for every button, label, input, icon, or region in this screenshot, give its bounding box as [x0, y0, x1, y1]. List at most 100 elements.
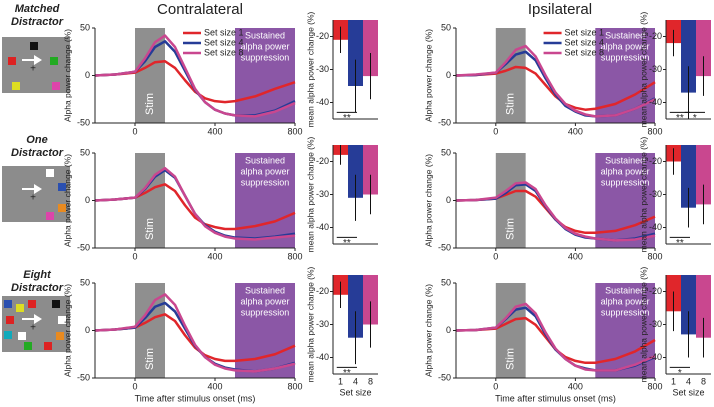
y-tick-label: -30 [649, 64, 662, 74]
y-tick-label: 0 [85, 325, 90, 335]
row-label: Matched [15, 3, 60, 15]
legend-label: Set size 1 [204, 27, 244, 37]
stimulus-square [24, 342, 32, 350]
region-label: Sustained [245, 30, 285, 40]
x-axis-label: Time after stimulus onset (ms) [135, 393, 256, 403]
region-label: Sustained [245, 285, 285, 295]
series-line [94, 183, 296, 231]
x-tick-label: 0 [132, 126, 137, 136]
stimulus-square [52, 300, 60, 308]
x-tick-label: 1 [671, 376, 676, 386]
y-tick-label: 50 [441, 277, 451, 287]
x-tick-label: 0 [132, 381, 137, 391]
region-label: Sustained [605, 30, 645, 40]
y-axis-label: Alpha power change (%) [423, 154, 433, 247]
y-tick-label: -50 [438, 242, 451, 252]
bar [363, 275, 378, 325]
y-axis-label: mean alpha power change (%) [305, 136, 315, 252]
region-label: suppression [241, 177, 290, 187]
y-tick-label: -30 [316, 64, 329, 74]
y-axis-label: Alpha power change (%) [423, 284, 433, 377]
y-tick-label: -50 [77, 372, 90, 382]
y-axis-label: mean alpha power change (%) [305, 11, 315, 127]
y-axis-label: mean alpha power change (%) [638, 266, 648, 382]
region-label: alpha power [240, 296, 289, 306]
y-tick-label: 50 [441, 147, 451, 157]
y-tick-label: -50 [77, 242, 90, 252]
row-label: Eight [23, 269, 52, 281]
region-label: Stim [144, 93, 156, 115]
series-line [94, 293, 296, 373]
fixation-cross: + [30, 323, 36, 334]
stimulus-square [46, 212, 54, 220]
y-tick-label: -20 [649, 31, 662, 41]
y-tick-label: -20 [649, 156, 662, 166]
y-tick-label: 0 [446, 325, 451, 335]
shaded-region [495, 28, 526, 123]
y-tick-label: -40 [316, 352, 329, 362]
y-tick-label: -20 [649, 286, 662, 296]
x-tick-label: 800 [647, 381, 662, 391]
y-tick-label: -20 [316, 156, 329, 166]
series-line [94, 313, 296, 363]
bar [681, 20, 696, 93]
region-label: Stim [144, 218, 156, 240]
region-label: Sustained [605, 155, 645, 165]
region-label: Stim [505, 348, 517, 370]
x-tick-label: 400 [207, 126, 222, 136]
x-tick-label: 0 [493, 381, 498, 391]
x-tick-label: 800 [647, 126, 662, 136]
cue-arrow [22, 55, 42, 65]
significance-label: ** [676, 238, 684, 249]
legend-label: Set size 4 [204, 37, 244, 47]
bar [363, 145, 378, 195]
series-line [455, 181, 656, 242]
y-tick-label: -50 [438, 372, 451, 382]
stimulus-square [30, 42, 38, 50]
bar [363, 20, 378, 77]
series-line [94, 166, 296, 241]
x-axis-label: Time after stimulus onset (ms) [495, 393, 616, 403]
x-tick-label: 400 [207, 251, 222, 261]
x-tick-label: 1 [338, 376, 343, 386]
y-tick-label: -20 [316, 286, 329, 296]
stimulus-square [8, 57, 16, 65]
x-axis-label: Set size [672, 387, 704, 397]
region-label: alpha power [240, 166, 289, 176]
y-tick-label: -40 [316, 222, 329, 232]
stimulus-square [6, 316, 14, 324]
legend-label: Set size 4 [565, 37, 605, 47]
series-line [94, 34, 296, 118]
region-label: suppression [601, 177, 650, 187]
y-tick-label: 0 [85, 195, 90, 205]
row-label: Distractor [11, 16, 64, 28]
stimulus-square [4, 300, 12, 308]
bar [348, 275, 363, 338]
y-axis-label: Alpha power change (%) [62, 29, 72, 122]
series-line [455, 44, 656, 118]
y-tick-label: -50 [438, 117, 451, 127]
y-tick-label: -30 [316, 189, 329, 199]
x-tick-label: 400 [568, 251, 583, 261]
region-label: Stim [505, 218, 517, 240]
row-label: One [26, 134, 47, 146]
column-title: Ipsilateral [528, 1, 592, 18]
y-axis-label: mean alpha power change (%) [638, 136, 648, 252]
y-tick-label: 50 [80, 147, 90, 157]
x-tick-label: 0 [132, 251, 137, 261]
x-tick-label: 400 [568, 126, 583, 136]
stimulus-square [18, 332, 26, 340]
y-tick-label: 50 [441, 22, 451, 32]
y-axis-label: mean alpha power change (%) [638, 11, 648, 127]
stimulus-square [46, 169, 54, 177]
region-label: alpha power [601, 296, 650, 306]
region-label: alpha power [601, 41, 650, 51]
region-label: Sustained [605, 285, 645, 295]
significance-label: * [678, 368, 682, 379]
legend-label: Set size 8 [565, 47, 605, 57]
region-label: alpha power [601, 166, 650, 176]
y-tick-label: -50 [77, 117, 90, 127]
x-tick-label: 400 [207, 381, 222, 391]
region-label: suppression [241, 307, 290, 317]
